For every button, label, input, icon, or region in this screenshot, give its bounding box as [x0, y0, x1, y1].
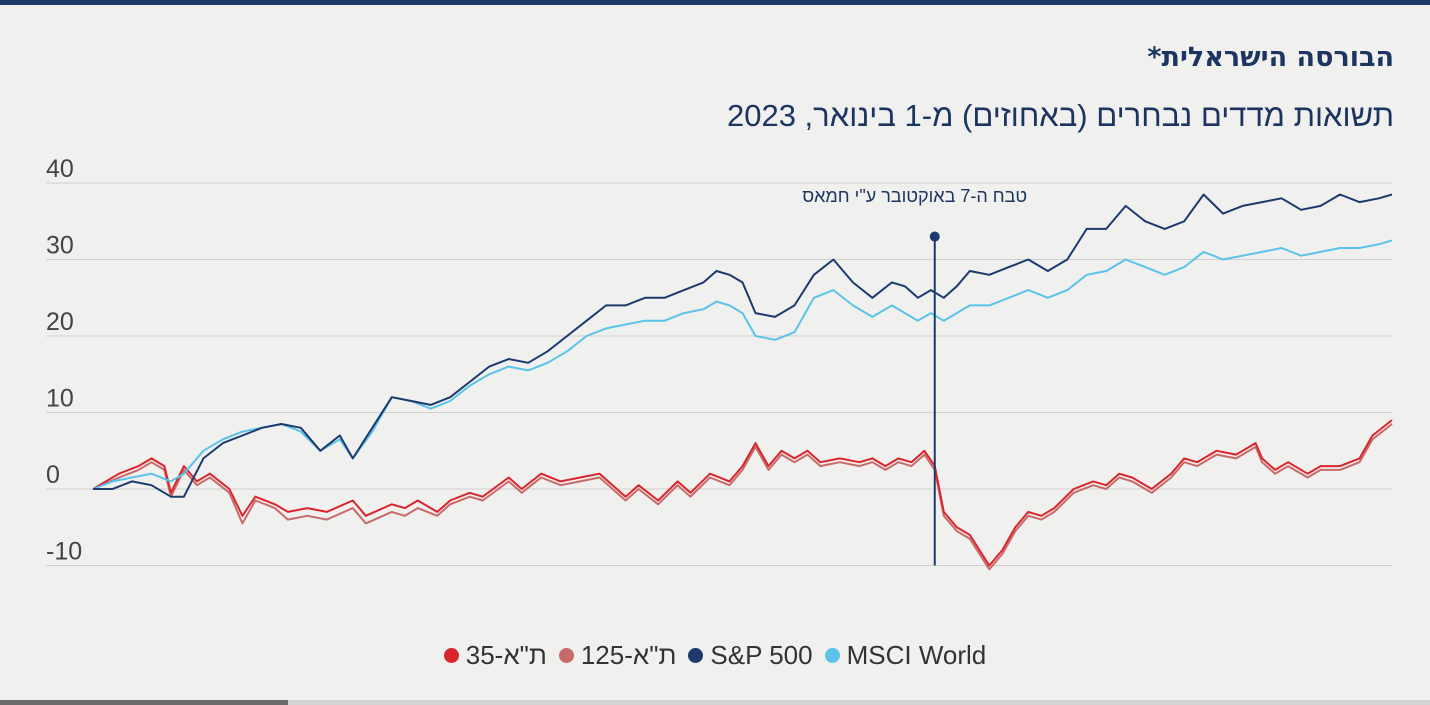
- legend-item-ta125: ת"א-125: [558, 640, 677, 671]
- legend: ת"א-35 ת"א-125 S&P 500 MSCI World: [0, 640, 1430, 671]
- annotation-label: טבח ה-7 באוקטובר ע"י חמאס: [802, 186, 1027, 206]
- legend-swatch: [443, 648, 459, 663]
- chart-title: הבורסה הישראלית*: [1147, 42, 1394, 73]
- series-line-ta35: [92, 419, 1393, 567]
- y-tick-label: 40: [46, 155, 74, 183]
- bottom-scroll-progress: [0, 700, 288, 705]
- series-line-ta125: [92, 423, 1393, 571]
- y-tick-label: 10: [46, 385, 74, 413]
- y-tick-label: 20: [46, 308, 74, 336]
- y-tick-label: -10: [46, 538, 82, 566]
- grid-lines: [46, 182, 1392, 566]
- legend-item-msci: MSCI World: [824, 640, 987, 671]
- legend-swatch: [558, 648, 574, 663]
- y-tick-label: 0: [46, 461, 60, 489]
- legend-label: ת"א-125: [580, 640, 677, 670]
- y-tick-label: 30: [46, 232, 74, 260]
- top-accent-bar: [0, 0, 1430, 5]
- annotation: טבח ה-7 באוקטובר ע"י חמאס: [802, 186, 1027, 566]
- legend-label: S&P 500: [710, 640, 813, 670]
- legend-label: ת"א-35: [465, 640, 547, 670]
- legend-swatch: [688, 648, 704, 663]
- legend-item-ta35: ת"א-35: [443, 640, 547, 671]
- bottom-scroll-track: [0, 700, 1430, 705]
- chart-subtitle: תשואות מדדים נבחרים (באחוזים) מ-1 בינואר…: [726, 98, 1394, 133]
- series-line-sp500: [93, 193, 1393, 498]
- y-axis-ticks: 40 30 20 10 0 -10: [46, 155, 82, 566]
- annotation-marker: [929, 231, 940, 242]
- series-lines: [92, 193, 1393, 571]
- legend-label: MSCI World: [846, 640, 987, 670]
- legend-item-sp500: S&P 500: [688, 640, 813, 671]
- legend-swatch: [824, 648, 840, 663]
- series-line-msci: [92, 239, 1393, 490]
